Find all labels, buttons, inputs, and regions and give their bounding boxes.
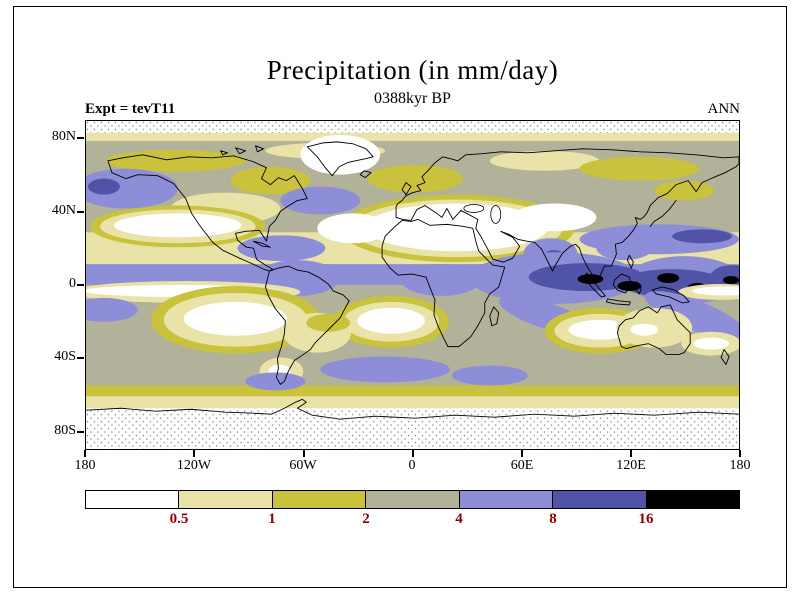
tick-mark [412,450,414,457]
y-tick-label: 80N [51,129,76,144]
tick-mark [77,284,84,286]
polar-stipple [86,121,739,449]
x-tick-label: 120E [616,458,646,473]
tick-mark [84,450,86,457]
colorbar-cell [178,491,272,508]
colorbar-cell [645,491,739,508]
y-tick-label: 0 [69,276,76,291]
colorbar-label: 0.5 [169,511,189,527]
colorbar-label: 2 [362,511,370,527]
colorbar-label: 4 [455,511,463,527]
tick-mark [303,450,305,457]
x-tick-label: 180 [729,458,751,473]
tick-mark [77,357,84,359]
x-tick-label: 60E [510,458,534,473]
tick-mark [77,211,84,213]
x-tick-label: 120W [176,458,212,473]
tick-mark [739,450,741,457]
colorbar [85,490,740,509]
colorbar-label: 8 [549,511,557,527]
y-tick-label: 40N [51,203,76,218]
y-tick-label: 40S [54,349,76,364]
x-tick-label: 60W [289,458,317,473]
experiment-label: Expt = tevT11 [85,101,176,117]
plot-title: Precipitation (in mm/day) [266,55,559,85]
map-plot [85,120,740,450]
colorbar-label: 16 [638,511,654,527]
colorbar-label: 1 [268,511,276,527]
tick-mark [77,137,84,139]
tick-mark [521,450,523,457]
colorbar-cell [552,491,646,508]
colorbar-cell [271,491,366,508]
tick-mark [630,450,632,457]
x-tick-label: 0 [408,458,416,473]
precipitation-field [86,121,739,449]
colorbar-cell [458,491,553,508]
world-precipitation-map [86,121,739,449]
colorbar-cell [365,491,459,508]
tick-mark [193,450,195,457]
plot-subtitle: 0388kyr BP [374,90,451,107]
colorbar-cell [86,491,179,508]
tick-mark [77,431,84,433]
y-tick-label: 80S [54,423,76,438]
season-label: ANN [707,101,741,117]
x-tick-label: 180 [74,458,96,473]
